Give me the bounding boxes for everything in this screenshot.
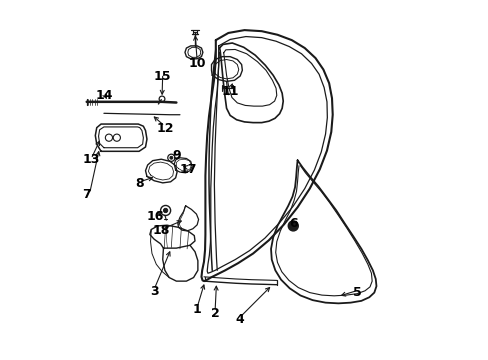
Text: 10: 10 <box>188 57 205 70</box>
Text: 13: 13 <box>82 153 100 166</box>
Text: 18: 18 <box>152 224 170 238</box>
Text: 2: 2 <box>210 307 219 320</box>
Text: 16: 16 <box>146 210 164 223</box>
Text: 1: 1 <box>192 303 201 316</box>
Text: 9: 9 <box>172 149 180 162</box>
Text: 5: 5 <box>352 287 361 300</box>
Text: 14: 14 <box>95 89 112 102</box>
Text: 17: 17 <box>179 163 196 176</box>
Circle shape <box>290 224 295 228</box>
Text: 4: 4 <box>235 312 244 326</box>
Text: 11: 11 <box>221 85 239 98</box>
Circle shape <box>163 208 167 213</box>
Text: 15: 15 <box>154 69 171 82</box>
Text: 12: 12 <box>156 122 173 135</box>
Text: 3: 3 <box>149 285 158 298</box>
Text: 7: 7 <box>82 188 91 201</box>
Circle shape <box>169 156 172 159</box>
Text: 6: 6 <box>289 217 298 230</box>
Circle shape <box>287 221 298 231</box>
Text: 8: 8 <box>135 177 144 190</box>
